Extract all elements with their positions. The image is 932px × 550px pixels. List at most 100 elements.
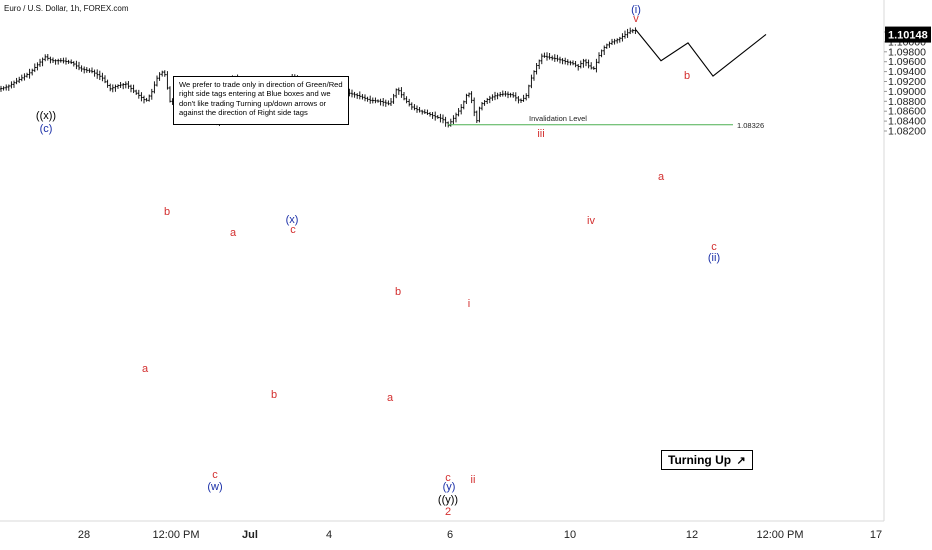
ohlc-bar [405,96,408,104]
ohlc-bar [558,56,562,64]
ohlc-bar [114,84,117,92]
ohlc-bar [467,92,471,98]
x-tick-label: 12 [686,529,698,541]
wave-label: (y) [443,481,456,493]
ohlc-bar [441,114,445,124]
ohlc-bar [20,74,23,82]
arrow-up-right-icon: ↗ [736,455,746,467]
ohlc-bar [5,84,8,91]
ohlc-bar [145,97,148,102]
ohlc-bar [23,73,26,81]
ohlc-bar [80,65,83,72]
ohlc-bar [168,86,172,103]
ohlc-bar [356,93,359,99]
ohlc-bar [517,96,520,104]
ohlc-bar [613,38,616,45]
ohlc-bar [571,60,575,66]
ohlc-bar [504,90,507,97]
ohlc-bar [36,62,39,71]
ohlc-bar [124,81,127,89]
x-tick-label: 17 [870,529,882,541]
ohlc-bar [77,61,81,71]
ohlc-bar [395,88,398,99]
ohlc-bar [379,98,382,106]
ohlc-bar [88,68,91,73]
wave-label: a [142,363,149,375]
ohlc-bar [616,38,619,44]
ohlc-bar [358,91,361,100]
invalidation-level-value: 1.08326 [737,121,764,130]
ohlc-bar [454,112,458,123]
wave-label: ((y)) [438,494,458,506]
ohlc-bar [462,100,465,110]
ohlc-bar [49,56,52,64]
ohlc-bar [85,67,88,73]
ohlc-bar [392,93,395,104]
ohlc-bar [530,74,533,89]
wave-label: i [468,298,470,310]
ohlc-bar [410,102,413,110]
ohlc-bar [527,84,530,99]
ohlc-bar [618,36,621,43]
ohlc-bar [434,111,437,121]
ohlc-bar [64,57,68,65]
ohlc-bar [119,82,122,89]
ohlc-bar [483,99,486,106]
ohlc-bar [470,91,473,104]
ohlc-bar [369,95,372,104]
y-tick-label: 1.09400 [888,66,926,78]
y-tick-label: 1.09200 [888,76,926,88]
ohlc-bar [514,92,517,102]
ohlc-bar [44,54,47,62]
ohlc-bar [431,112,434,119]
ohlc-bar [25,72,29,78]
ohlc-bar [460,104,463,115]
wave-label: 2 [445,506,451,518]
ohlc-bar [605,43,608,49]
projection-path [635,29,767,77]
x-tick-label: 12:00 PM [756,529,803,541]
ohlc-bar [465,93,468,104]
ohlc-bar [135,89,138,95]
ohlc-bar [374,97,377,104]
ohlc-bar [449,118,452,127]
wave-label: c [711,241,717,253]
ohlc-bar [553,54,556,62]
ohlc-bar [387,100,390,106]
symbol-title: Euro / U.S. Dollar, 1h, FOREX.com [4,4,129,13]
ohlc-bar [28,68,31,79]
x-tick-label: 10 [564,529,576,541]
ohlc-bar [436,115,439,119]
ohlc-bar [512,92,515,98]
ohlc-bar [579,60,582,69]
ohlc-bar [15,77,18,85]
ohlc-bar [501,90,504,97]
y-tick-label: 1.08800 [888,96,926,108]
y-tick-label: 1.09600 [888,56,926,68]
ohlc-bar [418,107,421,113]
time-axis: 28 12:00 PM Jul 4 6 10 12 12:00 PM 17 [0,520,884,541]
ohlc-bar [519,98,523,104]
ohlc-bar [353,91,356,98]
ohlc-bar [142,95,146,104]
ohlc-bar [163,70,166,77]
wave-label: b [164,206,170,218]
turning-up-tag: Turning Up ↗ [661,450,753,470]
ohlc-bar [122,82,125,90]
ohlc-bar [491,94,494,101]
ohlc-bar [415,105,419,113]
x-tick-label: 6 [447,529,453,541]
wave-label: a [387,392,394,404]
projection-line [635,29,767,77]
wave-label: (w) [207,481,222,493]
wave-labels: ((x))(c)abc(w)abc(x)abc(y)((y))2iiiiiiiv… [36,4,720,518]
wave-label: c [212,469,218,481]
ohlc-bar [161,70,164,77]
x-tick-label: 12:00 PM [152,529,199,541]
ohlc-bar [587,59,590,69]
ohlc-bar [109,83,112,92]
wave-label: b [271,389,277,401]
ohlc-bar [535,63,538,75]
ohlc-bar [371,97,374,104]
